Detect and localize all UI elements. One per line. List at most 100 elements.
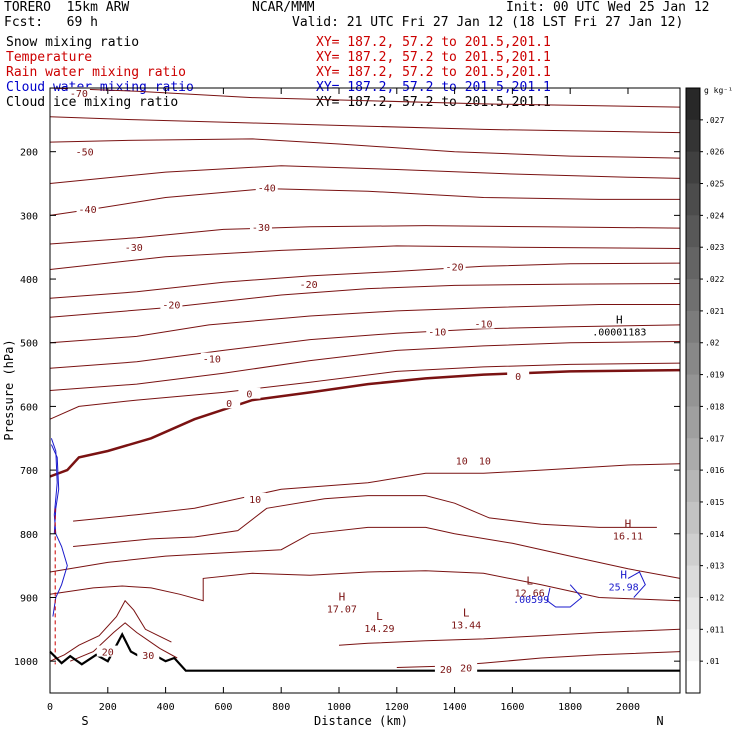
contour-label: 10 xyxy=(479,457,491,468)
temperature-contour-line xyxy=(49,116,681,134)
extremum-value: 13.44 xyxy=(451,621,481,632)
contour-label-background xyxy=(507,369,530,381)
colorbar-tick-label: .012 xyxy=(705,593,724,602)
colorbar-swatch xyxy=(686,501,700,535)
extremum-marker: L xyxy=(526,575,533,588)
colorbar-swatch xyxy=(686,310,700,344)
colorbar-swatch xyxy=(686,565,700,598)
y-tick-label: 800 xyxy=(20,530,38,541)
contour-label: 20 xyxy=(460,664,472,675)
y-tick-label: 400 xyxy=(20,275,38,286)
y-axis-title: Pressure (hPa) xyxy=(2,339,16,440)
y-tick-label: 500 xyxy=(20,339,38,350)
contour-label-background xyxy=(434,662,457,674)
contour-label: 10 xyxy=(456,457,468,468)
extremum-marker: H xyxy=(625,517,632,530)
temperature-contour-line xyxy=(73,495,657,547)
contour-label-background xyxy=(122,241,145,253)
y-tick-label: 900 xyxy=(20,593,38,604)
colorbar: .027 .026 .025 .024 .023 .022 .021 .02 .019 .018.… xyxy=(685,87,724,694)
x-tick-label: 600 xyxy=(214,702,232,713)
y-tick-label: 300 xyxy=(20,211,38,222)
cloud-water-contour xyxy=(627,571,646,598)
extremum-value: 25.98 xyxy=(609,582,639,593)
temperature-contour-line xyxy=(49,324,681,369)
extremum-marker: L xyxy=(376,610,383,623)
field-name-snow: Snow mixing ratio xyxy=(6,35,140,50)
extremum-value: 16.11 xyxy=(613,531,643,542)
colorbar-tick-label: .011 xyxy=(705,625,724,634)
extremum-marker: H xyxy=(339,591,346,604)
colorbar-tick-label: .014 xyxy=(705,530,724,539)
y-tick-label: 1000 xyxy=(14,657,38,668)
contour-label-background xyxy=(160,298,183,310)
x-tick-label: 800 xyxy=(272,702,290,713)
contour-label: 10 xyxy=(249,495,261,506)
colorbar-tick-label: .015 xyxy=(705,498,724,507)
overlapping-label: .00599 xyxy=(513,595,549,606)
contour-label: -10 xyxy=(474,320,492,331)
contour-label: 0 xyxy=(226,399,232,410)
contour-labels: -70 -50 -40 -40 -30 -30 -20 -20 -20 -10 -10 -10 0 0 0 1… xyxy=(67,87,530,676)
contour-label: -10 xyxy=(203,355,221,366)
x-tick-label: 1000 xyxy=(327,702,351,713)
colorbar-swatch xyxy=(686,374,700,407)
colorbar-swatch xyxy=(686,342,700,376)
colorbar-swatch xyxy=(686,247,700,280)
x-tick-label: 1400 xyxy=(443,702,467,713)
extremum-value: 12.66 xyxy=(515,589,545,600)
temperature-contour-line xyxy=(70,622,178,662)
colorbar-tick-label: .025 xyxy=(705,180,724,189)
colorbar-tick-label: .022 xyxy=(705,275,724,284)
center-label: NCAR/MMM xyxy=(252,0,315,15)
init-time: Init: 00 UTC Wed 25 Jan 12 xyxy=(506,0,710,15)
x-axis-title: Distance (km) xyxy=(314,714,408,728)
temperature-contour-line xyxy=(49,341,681,391)
contour-label-background xyxy=(255,181,278,193)
contour-label-background xyxy=(297,278,320,290)
contour-label: -70 xyxy=(70,89,88,100)
colorbar-swatch xyxy=(686,661,700,694)
contour-label-background xyxy=(443,260,466,272)
contour-label: 30 xyxy=(142,651,154,662)
contour-label-background xyxy=(218,397,241,409)
x-axis: 0 200 400 600 800 1000 1200 1400 1600 1800 2000 xyxy=(47,88,640,713)
colorbar-tick-label: .021 xyxy=(705,307,724,316)
colorbar-frame xyxy=(685,87,701,694)
contour-label: 0 xyxy=(246,390,252,401)
colorbar-tick-label: .023 xyxy=(705,243,724,252)
contour-label: -20 xyxy=(300,280,318,291)
field-xy-temperature: XY= 187.2, 57.2 to 201.5,201.1 xyxy=(316,50,551,65)
temperature-contour-line xyxy=(49,87,681,108)
colorbar-unit: g kg⁻¹ xyxy=(704,86,733,95)
temperature-contour-line xyxy=(49,225,681,245)
x-tick-label: 400 xyxy=(157,702,175,713)
field-xy-snow: XY= 187.2, 57.2 to 201.5,201.1 xyxy=(316,35,551,50)
y-tick-label: 600 xyxy=(20,402,38,413)
contour-label-background xyxy=(249,220,272,232)
contour-label-background xyxy=(473,454,496,466)
colorbar-tick-label: .013 xyxy=(705,562,724,571)
zero-degree-isotherm xyxy=(49,368,681,478)
temperature-contour-line xyxy=(49,362,681,420)
contour-label: -30 xyxy=(252,223,270,234)
contour-label: 0 xyxy=(515,372,521,383)
north-label: N xyxy=(656,714,663,728)
contour-label-background xyxy=(244,492,267,504)
colorbar-tick-label: .016 xyxy=(705,466,724,475)
colorbar-swatch xyxy=(686,215,700,248)
colorbar-swatch xyxy=(686,88,700,121)
field-name-rain: Rain water mixing ratio xyxy=(6,65,187,80)
temperature-contour-line xyxy=(49,304,680,344)
model-title: TORERO 15km ARW xyxy=(4,0,130,15)
forecast-hour: Fcst: 69 h xyxy=(4,15,98,30)
temperature-contour-line xyxy=(396,651,681,668)
extremum-marker: H xyxy=(616,314,623,327)
colorbar-tick-label: .018 xyxy=(705,402,724,411)
colorbar-tick-label: .024 xyxy=(705,211,724,220)
terrain-line xyxy=(49,632,680,672)
moisture-contours xyxy=(50,438,646,665)
colorbar-swatch xyxy=(686,438,700,471)
